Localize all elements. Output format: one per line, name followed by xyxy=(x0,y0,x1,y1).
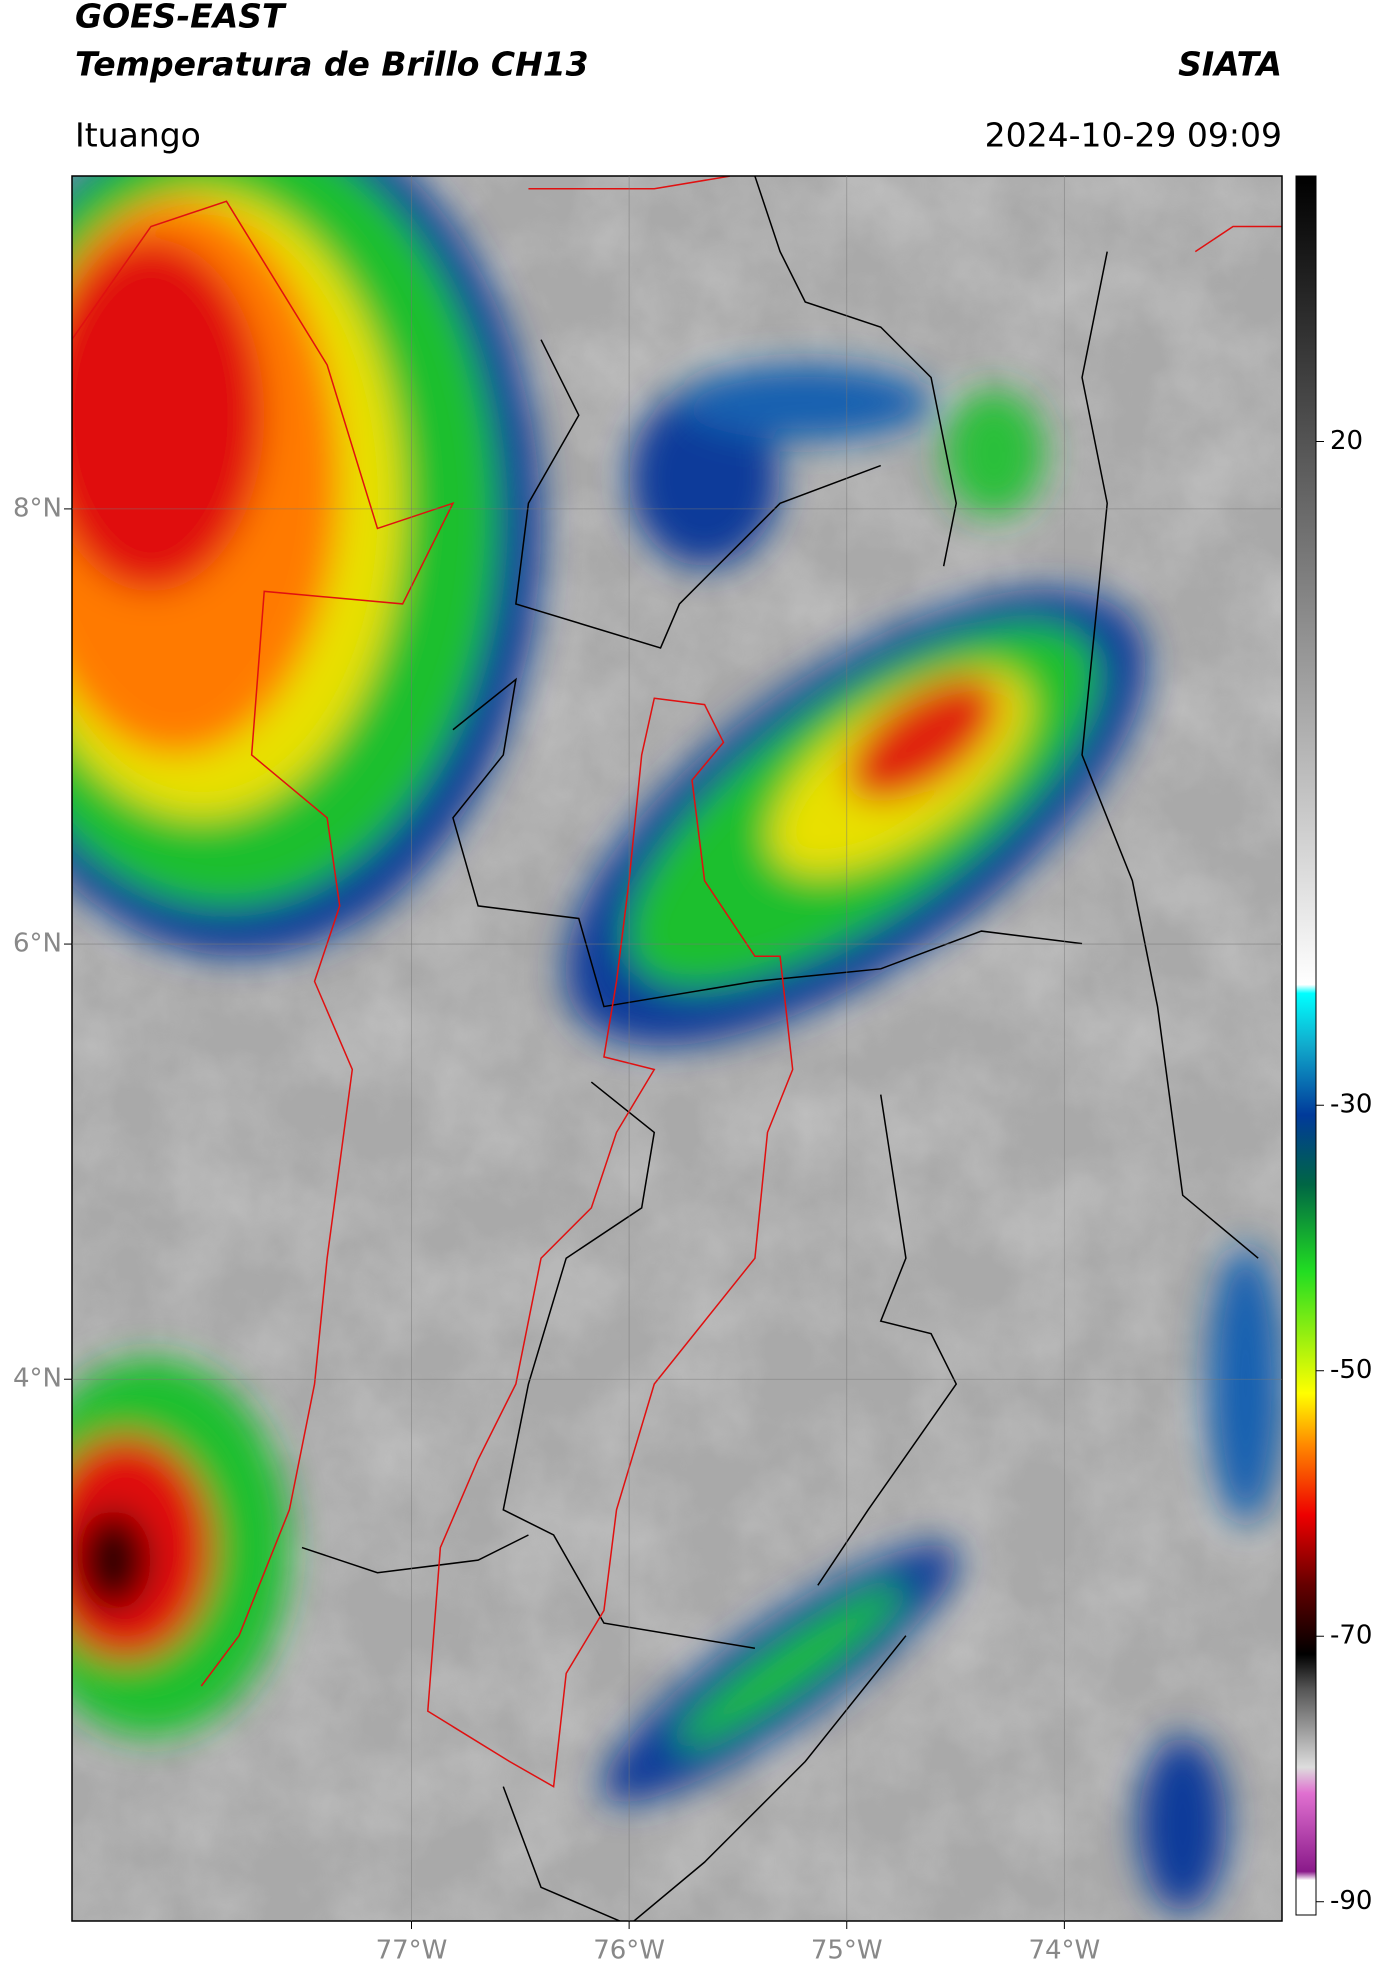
colorbar-tick-label: -70 xyxy=(1330,1621,1372,1651)
x-tick-label: 75°W xyxy=(811,1936,883,1966)
y-tick-label: 4°N xyxy=(13,1364,62,1394)
y-tick-label: 6°N xyxy=(13,929,62,959)
x-tick-label: 76°W xyxy=(593,1936,665,1966)
source: SIATA xyxy=(1178,45,1282,84)
colorbar-tick-label: -50 xyxy=(1330,1355,1372,1385)
y-tick-label: 8°N xyxy=(13,493,62,523)
colorbar xyxy=(1295,175,1317,1916)
title: GOES-EAST xyxy=(75,0,287,36)
x-tick-label: 77°W xyxy=(376,1936,448,1966)
colorbar-tick-label: -30 xyxy=(1330,1090,1372,1120)
plot-frame xyxy=(71,175,1283,1922)
x-tick-label: 74°W xyxy=(1028,1936,1100,1966)
colorbar-tick-label: -90 xyxy=(1330,1886,1372,1916)
location: Ituango xyxy=(75,116,201,155)
satellite-image xyxy=(72,176,1282,1921)
colorbar-tick-label: 20 xyxy=(1330,426,1363,456)
datetime: 2024-10-29 09:09 xyxy=(985,116,1282,155)
subtitle: Temperatura de Brillo CH13 xyxy=(75,45,589,84)
